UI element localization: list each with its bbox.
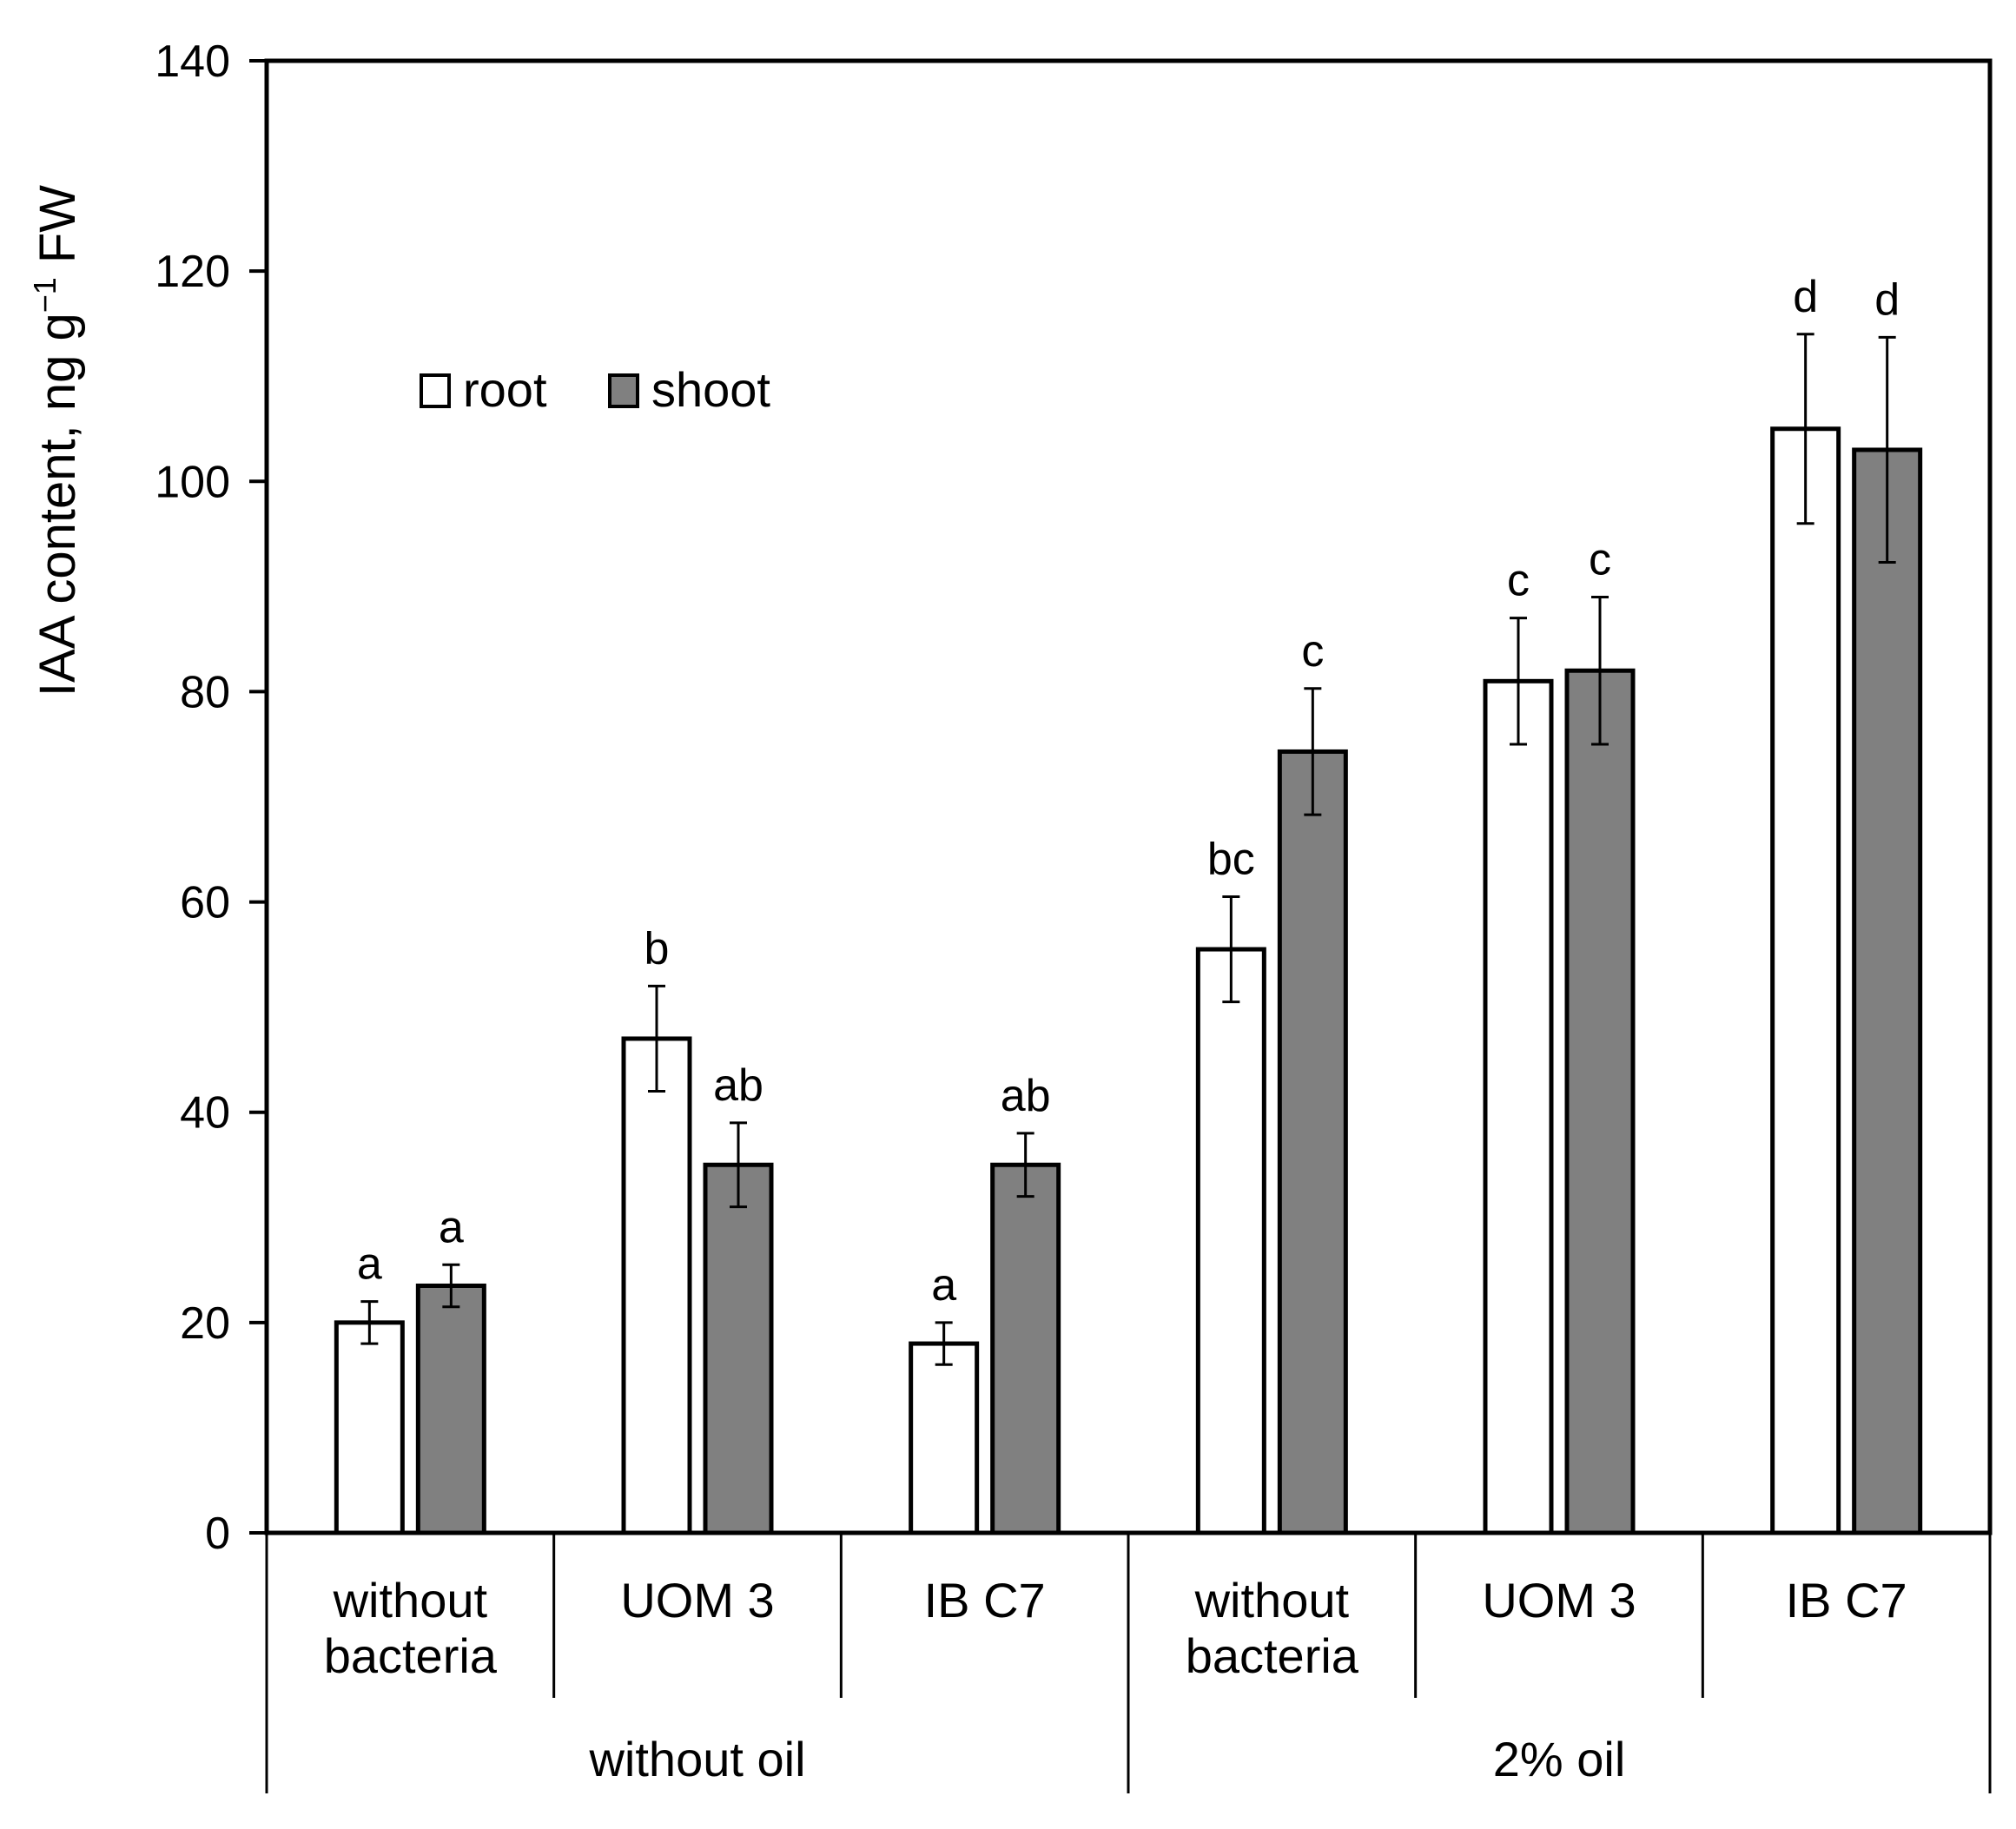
legend-swatch-root xyxy=(420,373,451,408)
significance-letter: c xyxy=(1301,626,1324,677)
category-label: without bacteria xyxy=(324,1573,498,1683)
x-axis-groups: without oil 2% oil xyxy=(265,1533,1992,1793)
legend: root shoot xyxy=(420,362,770,417)
significance-letter: bc xyxy=(1207,835,1255,885)
bar-root xyxy=(1195,947,1266,1535)
category-label-line: UOM 3 xyxy=(620,1573,774,1628)
legend-label-shoot: shoot xyxy=(651,362,770,417)
significance-letter: ab xyxy=(1001,1071,1051,1121)
y-axis-label-main: IAA content, ng g xyxy=(30,313,86,697)
significance-letter: d xyxy=(1793,272,1818,322)
y-tick-label: 40 xyxy=(180,1088,230,1139)
significance-letter: a xyxy=(439,1202,464,1252)
significance-letter: b xyxy=(644,923,670,974)
significance-letter: ab xyxy=(713,1060,763,1111)
plot-frame xyxy=(264,58,1993,1535)
category-label: IB C7 xyxy=(1786,1573,1907,1628)
plot-border xyxy=(264,58,1993,1535)
bar-shoot xyxy=(1564,668,1636,1535)
significance-letter: a xyxy=(357,1239,382,1290)
bar-root xyxy=(1770,426,1841,1535)
group-label: 2% oil xyxy=(1493,1732,1626,1786)
significance-letter: a xyxy=(931,1260,956,1311)
bar-shoot xyxy=(1852,447,1923,1535)
bar-shoot xyxy=(415,1283,486,1535)
category-label: IB C7 xyxy=(924,1573,1046,1628)
significance-letter: d xyxy=(1874,274,1900,325)
y-axis-label: IAA content, ng g−1 FW xyxy=(27,185,86,697)
significance-letter: c xyxy=(1589,534,1611,584)
category-label-line: without xyxy=(333,1573,488,1628)
bars xyxy=(334,426,1923,1535)
bar-root xyxy=(1483,678,1554,1535)
bar-root xyxy=(621,1036,692,1535)
error-bars xyxy=(360,333,1896,1366)
category-label: UOM 3 xyxy=(620,1573,774,1628)
y-axis-ticks: 0 20 40 60 80 100 120 140 xyxy=(155,36,267,1559)
category-label-line: UOM 3 xyxy=(1482,1573,1636,1628)
y-tick-label: 140 xyxy=(155,36,230,87)
y-axis-title: IAA content, ng g−1 FW xyxy=(27,185,86,697)
bar-shoot xyxy=(1277,749,1348,1535)
category-label-line: IB C7 xyxy=(924,1573,1046,1628)
category-label-line: bacteria xyxy=(324,1628,498,1683)
y-tick-label: 0 xyxy=(205,1509,230,1559)
category-label: without bacteria xyxy=(1186,1573,1359,1683)
bar-shoot xyxy=(703,1162,774,1535)
category-label-line: without xyxy=(1194,1573,1350,1628)
y-tick-label: 60 xyxy=(180,878,230,928)
category-label-line: bacteria xyxy=(1186,1628,1359,1683)
legend-swatch-shoot xyxy=(608,373,639,408)
significance-letter: c xyxy=(1507,556,1530,606)
y-tick-label: 120 xyxy=(155,247,230,297)
category-label: UOM 3 xyxy=(1482,1573,1636,1628)
y-tick-label: 20 xyxy=(180,1298,230,1349)
bar-root xyxy=(334,1320,405,1535)
legend-label-root: root xyxy=(463,362,547,417)
y-tick-label: 80 xyxy=(180,667,230,717)
bar-root xyxy=(909,1341,980,1535)
y-tick-label: 100 xyxy=(155,457,230,507)
y-axis-label-suffix: FW xyxy=(30,185,86,278)
y-axis-label-superscript: −1 xyxy=(27,277,63,313)
category-label-line: IB C7 xyxy=(1786,1573,1907,1628)
bar-shoot xyxy=(990,1162,1061,1535)
group-label: without oil xyxy=(588,1732,805,1786)
